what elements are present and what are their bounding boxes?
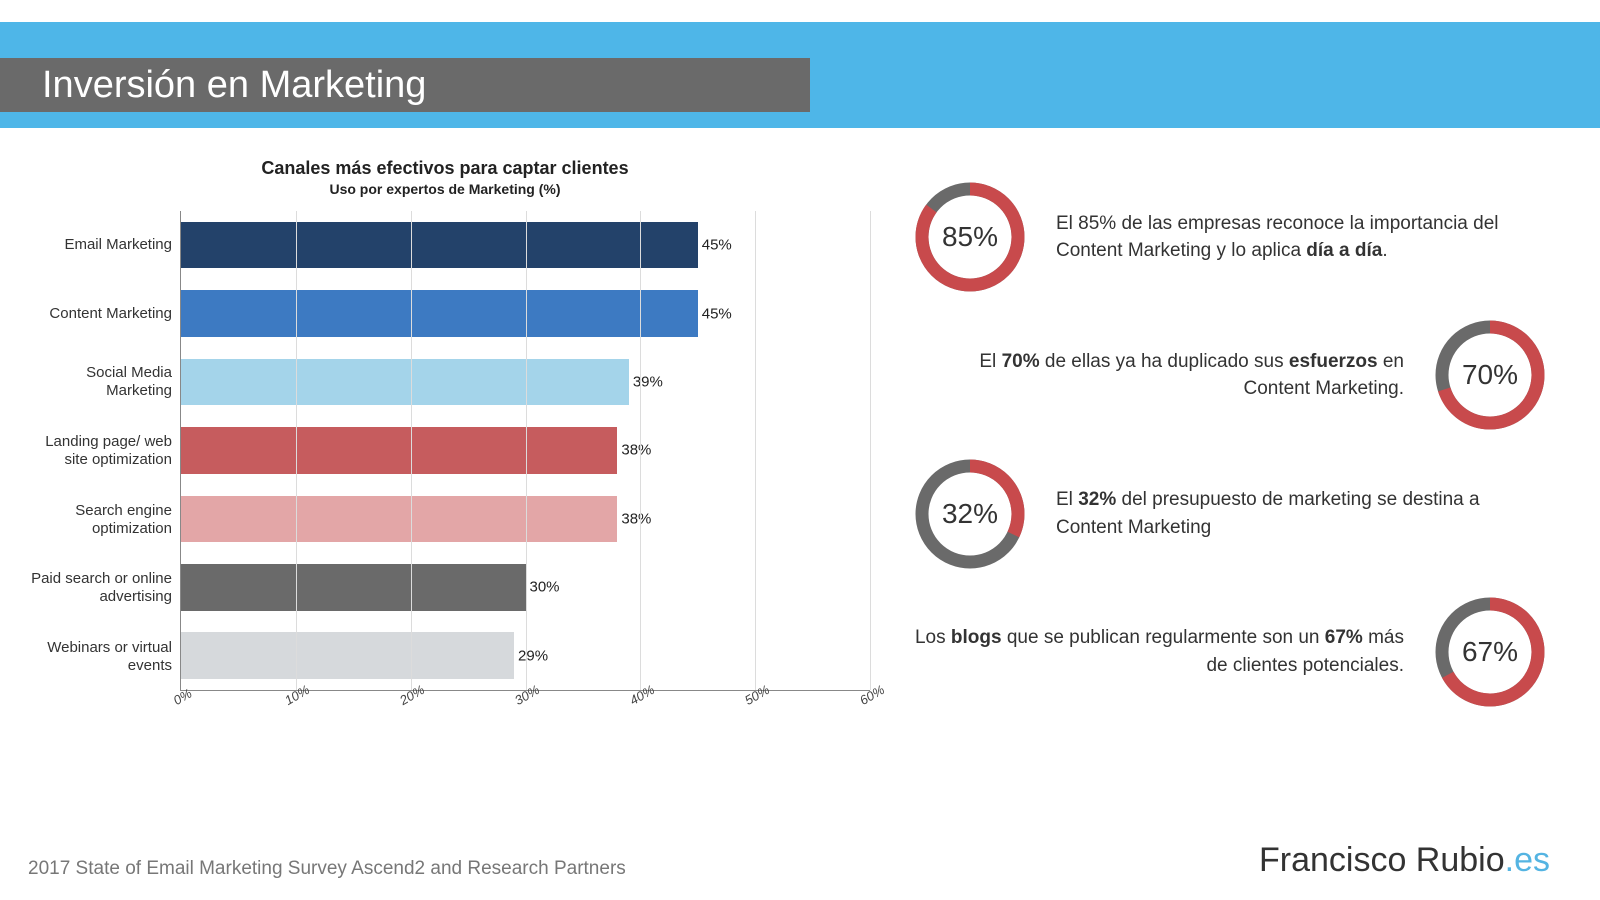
brand-name: Francisco Rubio bbox=[1259, 841, 1505, 879]
chart-bar-value: 45% bbox=[698, 237, 732, 254]
header-banner: Inversión en Marketing bbox=[0, 0, 1600, 128]
stat-donut: 32% bbox=[910, 454, 1030, 574]
chart-gridline bbox=[640, 211, 641, 690]
chart-bar: 29% bbox=[181, 632, 514, 679]
chart-bar: 45% bbox=[181, 290, 698, 337]
chart-x-ticks: 0%10%20%30%40%50%60% bbox=[180, 691, 870, 731]
chart-bar-value: 38% bbox=[617, 510, 651, 527]
chart-y-label: Email Marketing bbox=[20, 211, 180, 280]
chart-bar-value: 29% bbox=[514, 647, 548, 664]
brand-tld: .es bbox=[1505, 841, 1550, 879]
brand-logo: Francisco Rubio.es bbox=[1259, 841, 1550, 880]
stats-column: 85% El 85% de las empresas reconoce la im… bbox=[910, 158, 1550, 731]
stat-item: 70% El 70% de ellas ya ha duplicado sus e… bbox=[910, 315, 1550, 435]
chart-y-label: Content Marketing bbox=[20, 280, 180, 349]
chart-y-label: Search engine optimization bbox=[20, 485, 180, 554]
chart-plot: 45%45%39%38%38%30%29% bbox=[180, 211, 870, 691]
chart-bar-value: 39% bbox=[629, 374, 663, 391]
chart-title: Canales más efectivos para captar client… bbox=[20, 158, 870, 179]
chart-gridline bbox=[526, 211, 527, 690]
stat-item: 85% El 85% de las empresas reconoce la im… bbox=[910, 177, 1550, 297]
chart-bar: 45% bbox=[181, 222, 698, 269]
chart-titles: Canales más efectivos para captar client… bbox=[20, 158, 870, 197]
stat-percent: 67% bbox=[1430, 592, 1550, 712]
chart-subtitle: Uso por expertos de Marketing (%) bbox=[20, 181, 870, 197]
stat-donut: 70% bbox=[1430, 315, 1550, 435]
chart-gridline bbox=[296, 211, 297, 690]
chart-bar: 39% bbox=[181, 359, 629, 406]
chart-bar: 30% bbox=[181, 564, 526, 611]
chart-y-label: Social Media Marketing bbox=[20, 348, 180, 417]
stat-item: 32% El 32% del presupuesto de marketing s… bbox=[910, 454, 1550, 574]
stat-item: 67% Los blogs que se publican regularment… bbox=[910, 592, 1550, 712]
chart-bar-value: 30% bbox=[526, 579, 560, 596]
stat-text: El 85% de las empresas reconoce la impor… bbox=[1056, 210, 1550, 265]
source-text: 2017 State of Email Marketing Survey Asc… bbox=[28, 858, 626, 880]
chart-bar-value: 38% bbox=[617, 442, 651, 459]
chart-y-label: Landing page/ web site optimization bbox=[20, 417, 180, 486]
chart-gridline bbox=[755, 211, 756, 690]
chart-gridline bbox=[870, 211, 871, 690]
chart-bar-value: 45% bbox=[698, 305, 732, 322]
banner-title-bar: Inversión en Marketing bbox=[0, 58, 810, 112]
stat-text: Los blogs que se publican regularmente s… bbox=[910, 624, 1404, 679]
stat-text: El 70% de ellas ya ha duplicado sus esfu… bbox=[910, 348, 1404, 403]
stat-percent: 85% bbox=[910, 177, 1030, 297]
chart-y-labels: Email MarketingContent MarketingSocial M… bbox=[20, 211, 180, 691]
stat-donut: 85% bbox=[910, 177, 1030, 297]
chart-bar: 38% bbox=[181, 496, 617, 543]
footer: 2017 State of Email Marketing Survey Asc… bbox=[0, 841, 1600, 880]
stat-percent: 32% bbox=[910, 454, 1030, 574]
bar-chart: Canales más efectivos para captar client… bbox=[20, 158, 870, 731]
main-content: Canales más efectivos para captar client… bbox=[0, 128, 1600, 741]
chart-y-label: Webinars or virtual events bbox=[20, 622, 180, 691]
chart-bar: 38% bbox=[181, 427, 617, 474]
page-title: Inversión en Marketing bbox=[42, 64, 426, 107]
chart-y-label: Paid search or online advertising bbox=[20, 554, 180, 623]
chart-gridline bbox=[411, 211, 412, 690]
stat-text: El 32% del presupuesto de marketing se d… bbox=[1056, 486, 1550, 541]
chart-body: Email MarketingContent MarketingSocial M… bbox=[20, 211, 870, 691]
stat-donut: 67% bbox=[1430, 592, 1550, 712]
stat-percent: 70% bbox=[1430, 315, 1550, 435]
